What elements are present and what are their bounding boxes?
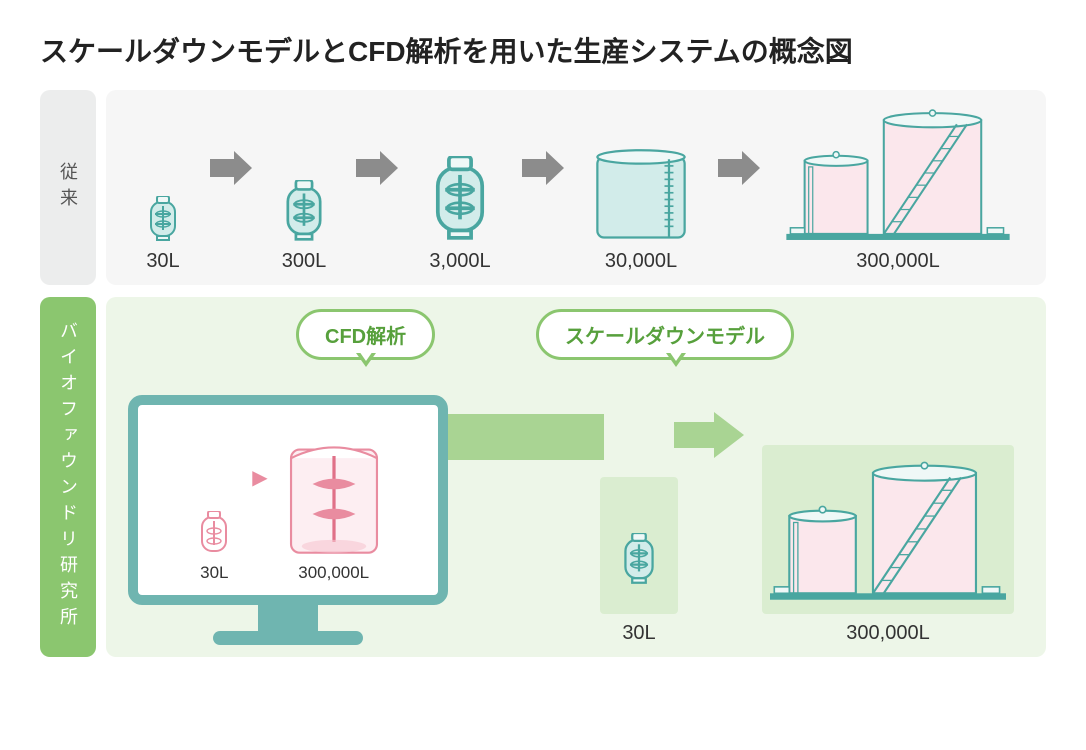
callout-sdm-text: スケールダウンモデル xyxy=(565,326,765,348)
sim-arrow-icon: ▶ xyxy=(252,465,267,490)
row2-label: バイオファウンドリ研究所 xyxy=(40,297,96,657)
arrow-icon xyxy=(210,151,252,185)
monitor-stand xyxy=(258,605,318,631)
arrow-icon xyxy=(522,151,564,185)
stage-300000l-label: 300,000L xyxy=(856,250,939,273)
sim-small-label: 30L xyxy=(200,563,228,583)
stage-3000l-label: 3,000L xyxy=(429,250,490,273)
row2-body: CFD解析 スケールダウンモデル 30L ▶ 300,000L xyxy=(106,297,1046,657)
page-title: スケールダウンモデルとCFD解析を用いた生産システムの概念図 xyxy=(40,30,1046,70)
row-biofoundry: バイオファウンドリ研究所 CFD解析 スケールダウンモデル 30L ▶ xyxy=(40,297,1046,657)
sim-large-label: 300,000L xyxy=(298,563,369,583)
arrow-icon xyxy=(718,151,760,185)
row1-body: 30L 300L 3,000L 30,000L 300,000L xyxy=(106,90,1046,285)
end-plant-label: 300,000L xyxy=(846,622,929,645)
sim-small: 30L xyxy=(194,511,234,583)
reactor-xs-icon xyxy=(143,196,183,242)
stage-30l-label: 30L xyxy=(146,250,179,273)
row1-label: 従来 xyxy=(40,90,96,285)
stage-30000l-label: 30,000L xyxy=(605,250,677,273)
monitor: 30L ▶ 300,000L xyxy=(128,395,448,645)
mid-tank: 30L xyxy=(600,477,678,645)
flow-arrow xyxy=(674,412,744,463)
callout-cfd-text: CFD解析 xyxy=(325,326,406,348)
tank-lg-icon xyxy=(591,148,691,242)
end-plant-panel xyxy=(762,445,1014,614)
stage-30000l: 30,000L xyxy=(566,148,716,273)
callout-sdm-tail xyxy=(666,353,686,367)
stage-300000l: 300,000L xyxy=(762,106,1034,273)
callout-sdm: スケールダウンモデル xyxy=(536,309,794,360)
arrow-icon xyxy=(356,151,398,185)
reactor-xs-icon xyxy=(616,533,662,585)
reactor-md-icon xyxy=(423,156,497,242)
plant-icon xyxy=(783,106,1013,242)
monitor-screen: 30L ▶ 300,000L xyxy=(128,395,448,605)
sim-large: 300,000L xyxy=(286,441,382,583)
callout-cfd-tail xyxy=(356,353,376,367)
end-plant: 300,000L xyxy=(742,445,1034,645)
row-conventional: 従来 30L 300L 3,000L 30,000L 300,000L xyxy=(40,90,1046,285)
monitor-stage: 30L ▶ 300,000L xyxy=(128,395,448,645)
reactor-xs-pink-icon xyxy=(194,511,234,557)
stage-300l: 300L xyxy=(254,180,354,273)
stage-30l: 30L xyxy=(118,196,208,273)
stage-300l-label: 300L xyxy=(282,250,327,273)
stage-3000l: 3,000L xyxy=(400,156,520,273)
reactor-sm-icon xyxy=(277,180,331,242)
plant-icon xyxy=(770,455,1006,605)
mid-tank-label: 30L xyxy=(622,622,655,645)
mid-tank-panel xyxy=(600,477,678,614)
monitor-base xyxy=(213,631,363,645)
flow-bar-1 xyxy=(444,414,604,460)
sim-tank-pink-icon xyxy=(286,441,382,557)
